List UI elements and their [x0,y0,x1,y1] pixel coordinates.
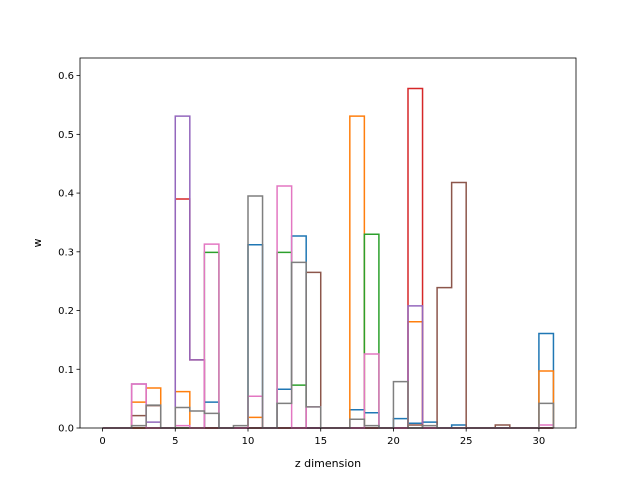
x-axis-ticks: 0 5 10 15 20 25 30 [99,428,545,447]
x-axis-label: z dimension [295,457,361,470]
x-tick-label: 30 [533,436,546,447]
x-tick-label: 20 [387,436,400,447]
y-axis-ticks: 0.0 0.1 0.2 0.3 0.4 0.5 0.6 [58,71,80,435]
y-tick-label: 0.1 [58,365,74,376]
y-axis-label: w [31,239,44,248]
y-tick-label: 0.2 [58,306,74,317]
y-tick-label: 0.5 [58,130,74,141]
y-tick-label: 0.3 [58,247,74,258]
x-tick-label: 15 [314,436,327,447]
y-tick-label: 0.6 [58,71,74,82]
y-tick-label: 0.4 [58,189,74,200]
x-tick-label: 25 [460,436,473,447]
x-tick-label: 10 [242,436,255,447]
x-tick-label: 5 [172,436,178,447]
plot-frame [79,57,577,429]
y-tick-label: 0.0 [58,424,74,435]
x-tick-label: 0 [99,436,105,447]
